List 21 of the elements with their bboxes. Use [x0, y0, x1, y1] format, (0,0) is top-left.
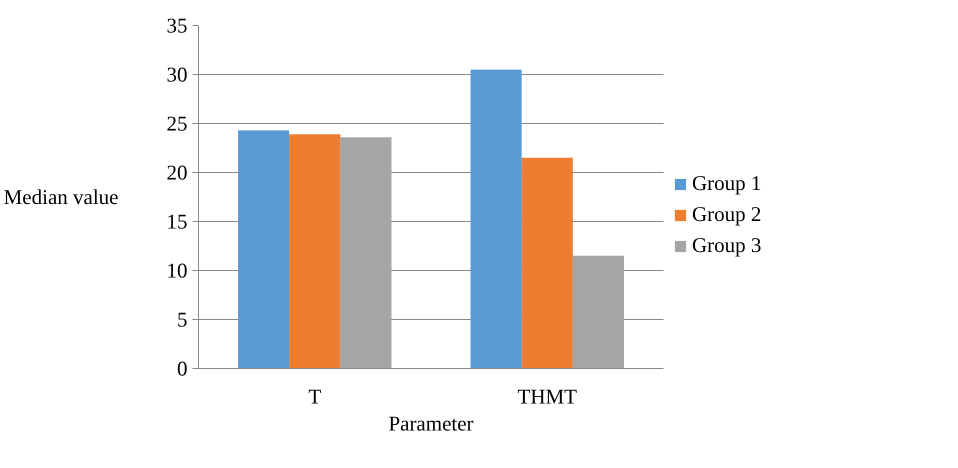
y-tick-label: 30 [166, 62, 188, 86]
bar [289, 134, 340, 368]
bar [572, 256, 624, 368]
legend-label: Group 1 [692, 171, 762, 196]
y-tick-label: 5 [177, 308, 188, 332]
y-axis-title: Median value [4, 185, 118, 209]
y-tick-label: 10 [166, 258, 188, 282]
bar [340, 137, 392, 368]
legend-label: Group 2 [692, 202, 762, 227]
bar [470, 70, 522, 368]
y-tick-label: 15 [166, 210, 188, 234]
x-tick-label: T [308, 384, 322, 408]
legend-label: Group 3 [692, 233, 762, 258]
y-tick-label: 0 [177, 356, 188, 380]
x-tick-label: THMT [518, 384, 578, 408]
x-axis-title: Parameter [388, 412, 474, 436]
y-tick-label: 35 [166, 14, 188, 38]
y-tick-label: 25 [166, 112, 188, 136]
bar [522, 158, 573, 368]
bar [238, 130, 290, 368]
y-tick-label: 20 [166, 160, 188, 184]
